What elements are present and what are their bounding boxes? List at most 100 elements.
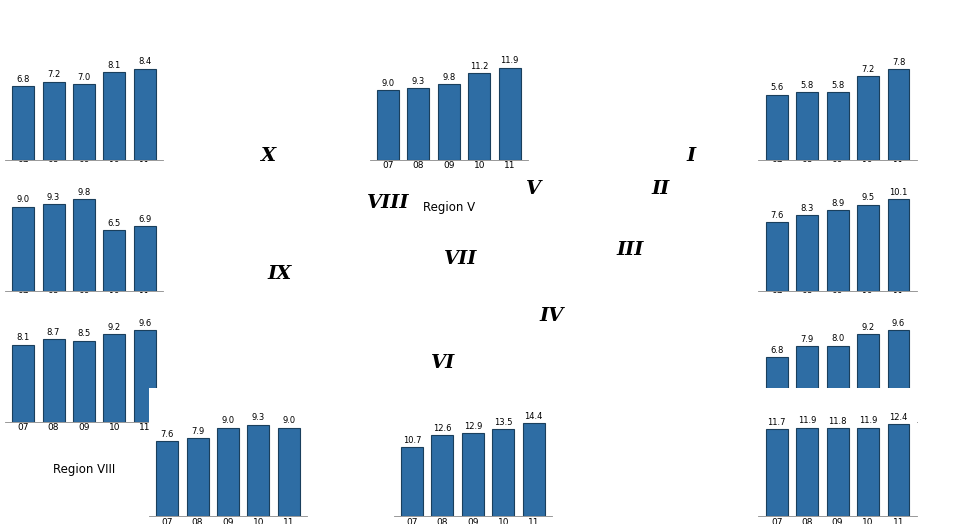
Bar <box>186 439 208 516</box>
Bar <box>431 435 453 516</box>
Text: 7.6: 7.6 <box>770 211 783 220</box>
Bar <box>492 429 515 516</box>
Text: 9.8: 9.8 <box>78 188 90 197</box>
Text: 8.5: 8.5 <box>78 330 90 339</box>
Bar <box>42 339 64 422</box>
Text: X: X <box>260 147 275 165</box>
Text: Region X: Region X <box>58 201 110 214</box>
Text: 9.5: 9.5 <box>861 193 875 202</box>
Bar <box>134 226 156 291</box>
Bar <box>104 72 126 160</box>
Bar <box>857 334 879 422</box>
Bar <box>888 330 909 422</box>
Text: 11.9: 11.9 <box>859 416 877 425</box>
Text: 12.6: 12.6 <box>433 424 451 433</box>
Bar <box>523 423 544 516</box>
Text: 9.0: 9.0 <box>282 416 296 425</box>
Bar <box>888 424 909 516</box>
Text: IX: IX <box>267 265 292 282</box>
Text: 9.2: 9.2 <box>861 323 875 332</box>
Bar <box>766 95 787 160</box>
Text: IV: IV <box>540 307 564 325</box>
Bar <box>857 76 879 160</box>
Text: 9.3: 9.3 <box>412 77 425 85</box>
Bar <box>888 199 909 291</box>
Text: 9.3: 9.3 <box>47 192 60 202</box>
Text: 7.9: 7.9 <box>191 427 204 436</box>
Bar <box>796 92 818 160</box>
Text: 6.8: 6.8 <box>16 75 30 84</box>
Text: 10.7: 10.7 <box>402 436 421 445</box>
Bar <box>12 345 34 422</box>
Bar <box>134 69 156 160</box>
Text: Region V: Region V <box>422 201 475 214</box>
Text: VII: VII <box>444 250 477 268</box>
Text: 5.6: 5.6 <box>770 83 783 92</box>
Text: 11.2: 11.2 <box>470 62 489 71</box>
Text: 14.4: 14.4 <box>524 412 543 421</box>
Bar <box>217 428 239 516</box>
Bar <box>134 330 156 422</box>
Bar <box>468 73 491 160</box>
Text: V: V <box>526 180 540 198</box>
Text: 9.8: 9.8 <box>443 73 455 82</box>
Bar <box>42 82 64 160</box>
Bar <box>766 222 787 291</box>
Text: 11.9: 11.9 <box>500 57 519 66</box>
Bar <box>377 90 398 160</box>
Bar <box>796 346 818 422</box>
Text: 8.3: 8.3 <box>801 204 814 213</box>
Text: 7.6: 7.6 <box>160 430 174 439</box>
Text: Region IX: Region IX <box>57 332 111 345</box>
Text: 12.9: 12.9 <box>464 422 482 431</box>
Text: 9.0: 9.0 <box>16 195 30 204</box>
Bar <box>462 433 484 516</box>
Bar <box>278 428 300 516</box>
Text: Region VIII: Region VIII <box>53 463 115 476</box>
Bar <box>73 84 95 160</box>
Text: 8.4: 8.4 <box>138 57 152 67</box>
Text: 13.5: 13.5 <box>494 418 513 427</box>
Text: 9.0: 9.0 <box>222 416 234 425</box>
Text: 7.2: 7.2 <box>861 64 875 73</box>
Text: 11.7: 11.7 <box>767 418 786 427</box>
Text: 9.3: 9.3 <box>252 413 265 422</box>
Text: 5.8: 5.8 <box>801 81 814 90</box>
Bar <box>407 88 429 160</box>
Text: 7.2: 7.2 <box>47 70 60 80</box>
Text: 12.4: 12.4 <box>889 412 908 422</box>
Text: 8.9: 8.9 <box>831 199 844 208</box>
Text: 11.9: 11.9 <box>798 416 816 425</box>
Bar <box>857 204 879 291</box>
Text: 9.6: 9.6 <box>138 319 152 328</box>
Bar <box>73 341 95 422</box>
Text: II: II <box>651 180 669 198</box>
Text: 6.9: 6.9 <box>138 215 152 224</box>
Text: 8.7: 8.7 <box>47 328 60 336</box>
Text: 8.1: 8.1 <box>16 333 30 342</box>
Bar <box>827 92 849 160</box>
Text: 11.8: 11.8 <box>828 417 847 426</box>
Bar <box>827 345 849 422</box>
Bar <box>766 429 787 516</box>
Text: 6.8: 6.8 <box>770 346 783 355</box>
Bar <box>499 68 520 160</box>
Text: VIII: VIII <box>367 194 410 212</box>
Bar <box>888 69 909 160</box>
Bar <box>104 230 126 291</box>
Text: Region II: Region II <box>812 332 863 345</box>
Bar <box>827 210 849 291</box>
Text: 9.0: 9.0 <box>381 79 395 88</box>
Text: 7.9: 7.9 <box>801 335 814 344</box>
Text: 7.8: 7.8 <box>892 58 905 67</box>
Text: 6.5: 6.5 <box>108 219 121 228</box>
Bar <box>796 215 818 291</box>
Text: III: III <box>616 241 644 259</box>
Text: 8.0: 8.0 <box>831 334 844 343</box>
Bar <box>156 441 178 516</box>
Text: 8.1: 8.1 <box>108 61 121 70</box>
Bar <box>438 84 460 160</box>
Bar <box>12 86 34 160</box>
Text: 10.1: 10.1 <box>889 188 908 197</box>
Bar <box>104 334 126 422</box>
